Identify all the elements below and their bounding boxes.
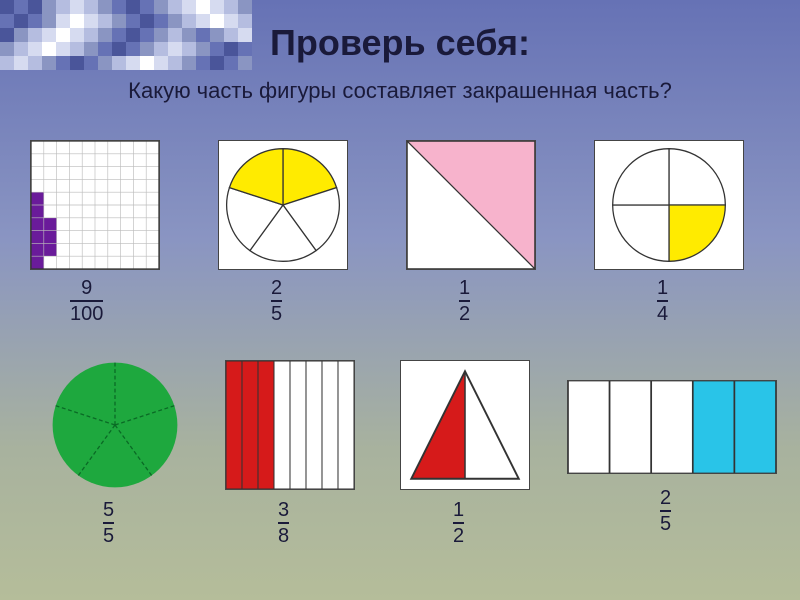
fraction-pie5_green: 55 [103,500,114,546]
page-title: Проверь себя: [0,22,800,64]
shape-bars5_cyan [567,380,777,474]
fraction-triangle_half: 12 [453,500,464,546]
page-subtitle: Какую часть фигуры составляет закрашенна… [0,78,800,104]
shape-triangle_half [400,360,530,490]
shape-pie4_yellow [594,140,744,270]
shape-grid100 [30,140,160,270]
fraction-pie4_yellow: 14 [657,278,668,324]
fraction-grid100: 9100 [70,278,103,324]
fraction-bars8: 38 [278,500,289,546]
shape-pie5_yellow [218,140,348,270]
shape-pie5_green [50,360,180,490]
shape-bars8 [225,360,355,490]
fraction-bars5_cyan: 25 [660,488,671,534]
fraction-square_half: 12 [459,278,470,324]
fraction-pie5_yellow: 25 [271,278,282,324]
shape-square_half [406,140,536,270]
